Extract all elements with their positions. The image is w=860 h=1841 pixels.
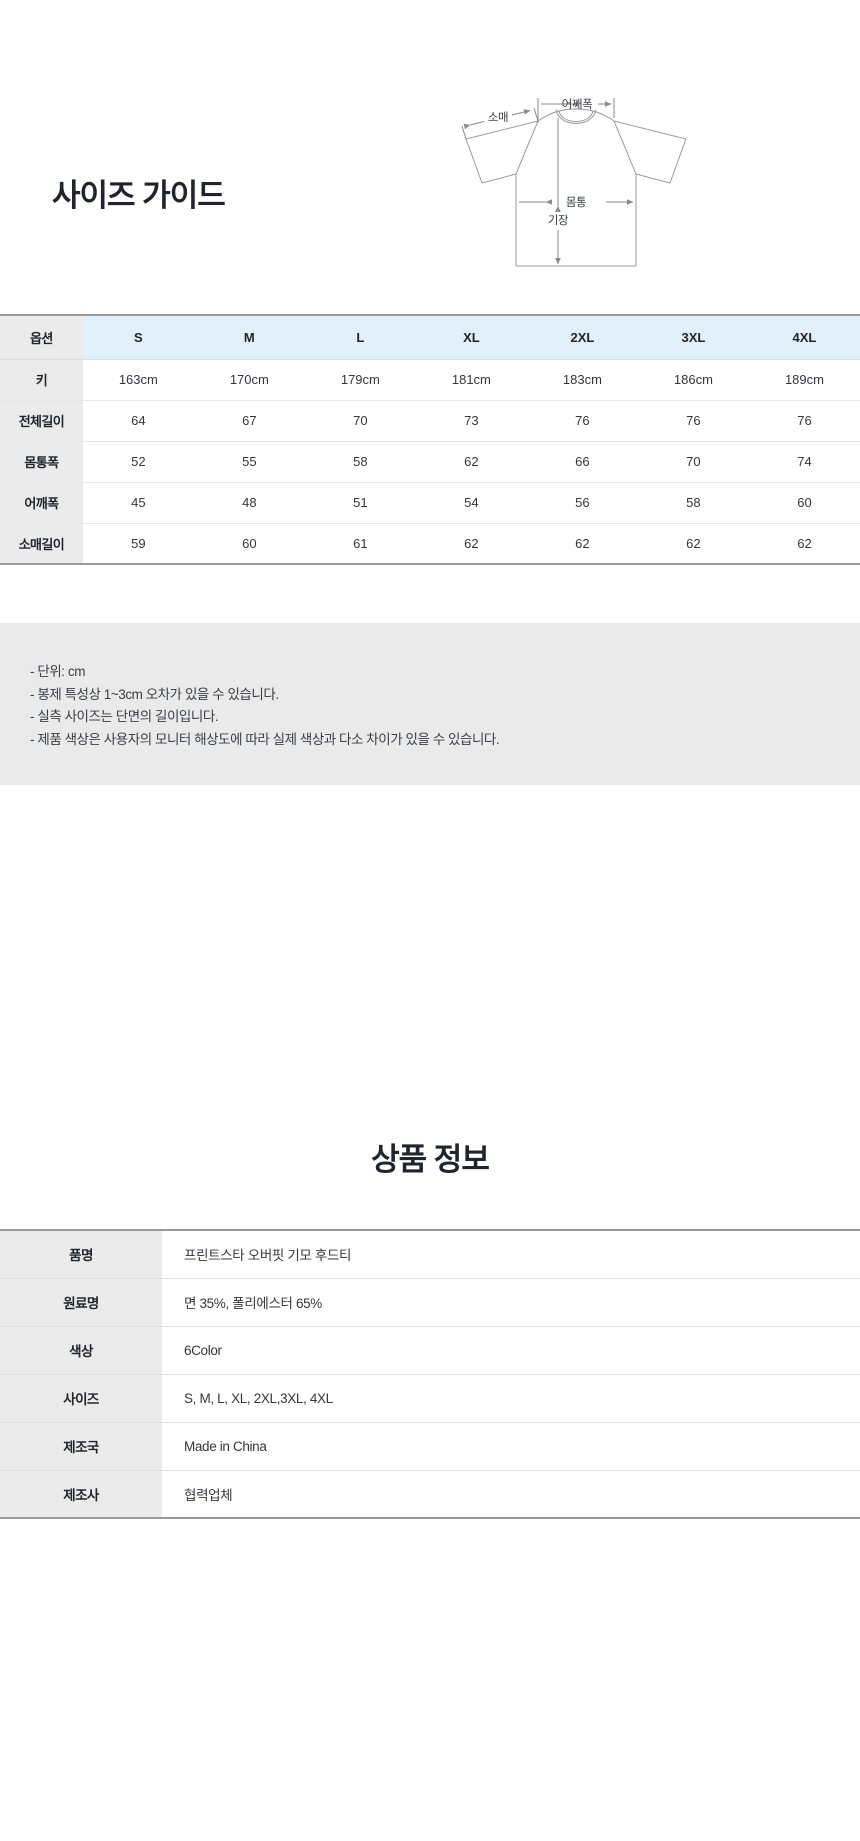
cell-total-length-2xl: 76 (526, 400, 638, 442)
cell-sleeve-length-l: 61 (304, 523, 416, 565)
row-label-total-length: 전체길이 (0, 400, 83, 442)
cell-height-xl: 181cm (415, 359, 527, 401)
note-item: - 봉제 특성상 1~3cm 오차가 있을 수 있습니다. (30, 686, 279, 702)
cell-total-length-4xl: 76 (748, 400, 860, 442)
info-label-country: 제조국 (0, 1422, 162, 1471)
table-row: 제조사 협력업체 (0, 1470, 860, 1519)
cell-sleeve-length-4xl: 62 (748, 523, 860, 565)
cell-height-l: 179cm (304, 359, 416, 401)
cell-shoulder-width-4xl: 60 (748, 482, 860, 524)
info-value-color: 6Color (162, 1326, 860, 1375)
size-col-header-xl: XL (415, 314, 527, 360)
cell-height-3xl: 186cm (637, 359, 749, 401)
cell-shoulder-width-2xl: 56 (526, 482, 638, 524)
product-info-title: 상품 정보 (371, 1142, 490, 1177)
cell-chest-width-2xl: 66 (526, 441, 638, 483)
table-row: 몸통폭 52 55 58 62 66 70 74 (0, 441, 860, 483)
info-label-product-name: 품명 (0, 1229, 162, 1279)
cell-height-4xl: 189cm (748, 359, 860, 401)
size-col-header-4xl: 4XL (748, 314, 860, 360)
product-info-table: 품명 프린트스타 오버핏 기모 후드티 원료명 면 35%, 폴리에스터 65%… (0, 1229, 860, 1519)
info-value-manufacturer: 협력업체 (162, 1470, 860, 1519)
row-label-sleeve-length: 소매길이 (0, 523, 83, 565)
info-value-material: 면 35%, 폴리에스터 65% (162, 1278, 860, 1327)
cell-chest-width-s: 52 (82, 441, 194, 483)
cell-sleeve-length-s: 59 (82, 523, 194, 565)
cell-height-2xl: 183cm (526, 359, 638, 401)
cell-height-s: 163cm (82, 359, 194, 401)
row-label-shoulder-width: 어깨폭 (0, 482, 83, 524)
cell-sleeve-length-xl: 62 (415, 523, 527, 565)
row-label-chest-width: 몸통폭 (0, 441, 83, 483)
product-info-body: 품명 프린트스타 오버핏 기모 후드티 원료명 면 35%, 폴리에스터 65%… (0, 1229, 860, 1519)
note-item: - 실측 사이즈는 단면의 길이입니다. (30, 709, 219, 724)
cell-shoulder-width-l: 51 (304, 482, 416, 524)
table-row: 사이즈 S, M, L, XL, 2XL,3XL, 4XL (0, 1374, 860, 1423)
cell-chest-width-4xl: 74 (748, 441, 860, 483)
cell-sleeve-length-m: 60 (193, 523, 305, 565)
cell-shoulder-width-xl: 54 (415, 482, 527, 524)
cell-total-length-xl: 73 (415, 400, 527, 442)
info-label-manufacturer: 제조사 (0, 1470, 162, 1519)
cell-total-length-l: 70 (304, 400, 416, 442)
cell-total-length-m: 67 (193, 400, 305, 442)
cell-chest-width-m: 55 (193, 441, 305, 483)
cell-chest-width-l: 58 (304, 441, 416, 483)
diagram-label-sleeve: 소매 (488, 111, 508, 124)
cell-chest-width-3xl: 70 (637, 441, 749, 483)
info-label-material: 원료명 (0, 1278, 162, 1327)
row-label-height: 키 (0, 359, 83, 401)
table-header-row: 옵션 S M L XL 2XL 3XL 4XL (0, 314, 860, 360)
info-value-size: S, M, L, XL, 2XL,3XL, 4XL (162, 1374, 860, 1423)
note-item: - 제품 색상은 사용자의 모니터 해상도에 따라 실제 색상과 다소 차이가 … (30, 731, 500, 747)
cell-shoulder-width-3xl: 58 (637, 482, 749, 524)
cell-sleeve-length-3xl: 62 (637, 523, 749, 565)
size-table-head: 옵션 S M L XL 2XL 3XL 4XL (0, 314, 860, 360)
table-row: 어깨폭 45 48 51 54 56 58 60 (0, 482, 860, 524)
cell-sleeve-length-2xl: 62 (526, 523, 638, 565)
notes-list: - 단위: cm - 봉제 특성상 1~3cm 오차가 있을 수 있습니다. -… (30, 661, 830, 751)
note-item: - 단위: cm (30, 664, 85, 679)
size-col-header-l: L (304, 314, 416, 360)
cell-height-m: 170cm (193, 359, 305, 401)
tshirt-measurement-diagram: 어깨폭 소매 몸통 기장 (446, 78, 706, 288)
cell-shoulder-width-m: 48 (193, 482, 305, 524)
size-chart-table: 옵션 S M L XL 2XL 3XL 4XL 키 163cm 170cm 17… (0, 314, 860, 565)
table-row: 품명 프린트스타 오버핏 기모 후드티 (0, 1229, 860, 1279)
size-col-header-m: M (193, 314, 305, 360)
diagram-label-chest: 몸통 (566, 196, 586, 209)
table-row: 전체길이 64 67 70 73 76 76 76 (0, 400, 860, 442)
info-label-color: 색상 (0, 1326, 162, 1375)
page-title: 사이즈 가이드 (52, 178, 226, 213)
size-col-header-2xl: 2XL (526, 314, 638, 360)
diagram-label-shoulder: 어깨폭 (562, 98, 593, 111)
cell-chest-width-xl: 62 (415, 441, 527, 483)
info-value-product-name: 프린트스타 오버핏 기모 후드티 (162, 1229, 860, 1279)
size-guide-notes: - 단위: cm - 봉제 특성상 1~3cm 오차가 있을 수 있습니다. -… (0, 623, 860, 785)
diagram-label-length: 기장 (548, 214, 569, 227)
size-col-header-s: S (82, 314, 194, 360)
table-row: 색상 6Color (0, 1326, 860, 1375)
size-table-corner-label: 옵션 (0, 314, 83, 360)
cell-total-length-s: 64 (82, 400, 194, 442)
info-value-country: Made in China (162, 1422, 860, 1471)
table-row: 소매길이 59 60 61 62 62 62 62 (0, 523, 860, 565)
table-row: 제조국 Made in China (0, 1422, 860, 1471)
info-label-size: 사이즈 (0, 1374, 162, 1423)
table-row: 키 163cm 170cm 179cm 181cm 183cm 186cm 18… (0, 359, 860, 401)
table-row: 원료명 면 35%, 폴리에스터 65% (0, 1278, 860, 1327)
size-col-header-3xl: 3XL (637, 314, 749, 360)
cell-total-length-3xl: 76 (637, 400, 749, 442)
cell-shoulder-width-s: 45 (82, 482, 194, 524)
size-table-body: 키 163cm 170cm 179cm 181cm 183cm 186cm 18… (0, 359, 860, 565)
